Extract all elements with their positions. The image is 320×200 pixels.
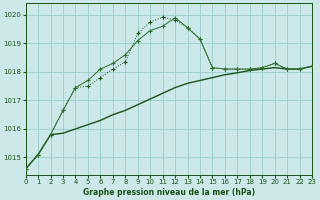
X-axis label: Graphe pression niveau de la mer (hPa): Graphe pression niveau de la mer (hPa) [83, 188, 255, 197]
